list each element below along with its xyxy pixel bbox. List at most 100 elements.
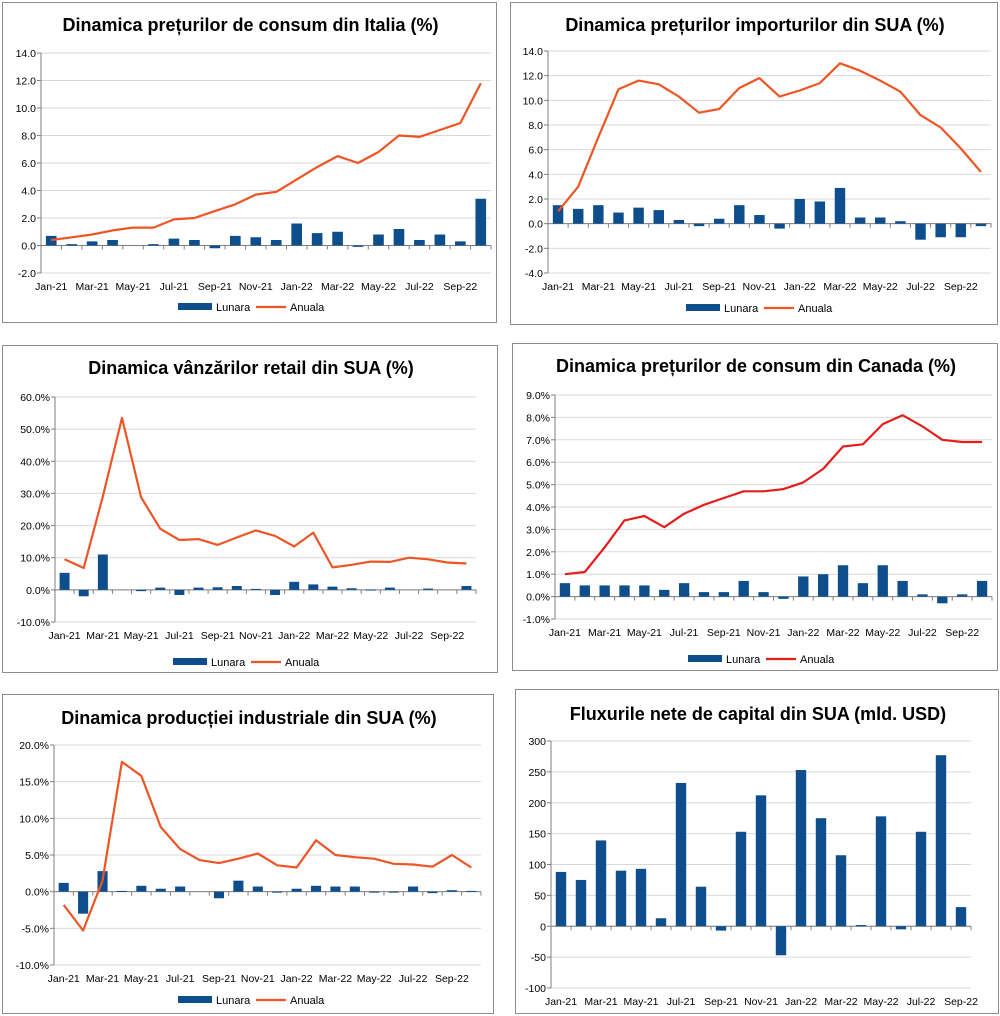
bar-lunara [854, 217, 866, 224]
bar-lunara [373, 234, 384, 246]
x-tick-label: Jul-22 [395, 630, 424, 642]
bar-lunara [857, 583, 869, 597]
bar-lunara [427, 891, 438, 894]
y-tick-label: 50 [534, 890, 546, 902]
bar-lunara [97, 554, 108, 590]
line-anuala [564, 414, 983, 576]
y-tick-label: -50 [531, 952, 546, 964]
legend-swatch-lunara [178, 303, 212, 310]
x-tick-label: May-21 [621, 281, 656, 293]
bar-lunara [599, 585, 610, 597]
bar-lunara [653, 210, 664, 224]
y-tick-label: 10.0% [20, 553, 50, 565]
bar-lunara [250, 237, 262, 246]
bar-lunara [713, 218, 725, 224]
bar-lunara [877, 565, 888, 597]
x-tick-label: May-21 [623, 996, 658, 1008]
x-tick-label: Jan-22 [281, 973, 313, 985]
bar-lunara [291, 888, 302, 892]
legend-swatch-lunara [686, 304, 720, 311]
y-tick-label: -2.0 [525, 243, 543, 255]
bar-lunara [346, 588, 357, 590]
y-tick-label: 3.0% [526, 524, 550, 536]
bar-fluxuri [875, 816, 887, 927]
x-tick-label: Jan-22 [784, 281, 816, 293]
x-tick-label: Sep-22 [944, 996, 978, 1008]
legend-swatch-lunara [688, 655, 722, 662]
bar-lunara [423, 588, 434, 590]
bar-lunara [349, 886, 360, 892]
bar-lunara [189, 240, 200, 246]
legend-label-anuala: Anuala [290, 995, 325, 1007]
y-tick-label: -1.0% [523, 614, 550, 626]
x-tick-label: Jan-22 [278, 630, 310, 642]
legend-label-lunara: Lunara [216, 995, 251, 1007]
chart-title: Dinamica prețurilor importurilor din SUA… [565, 15, 944, 35]
y-tick-label: -10.0% [16, 960, 49, 972]
x-tick-label: Mar-21 [584, 996, 617, 1008]
y-tick-label: -5.0% [22, 923, 49, 935]
y-tick-label: 50.0% [20, 424, 50, 436]
chart-title: Dinamica prețurilor de consum din Italia… [62, 15, 438, 35]
bar-lunara [209, 245, 221, 249]
bar-lunara [718, 592, 730, 597]
bar-lunara [270, 240, 282, 246]
bar-fluxuri [735, 831, 747, 927]
bar-lunara [388, 891, 399, 893]
bar-lunara [352, 245, 364, 247]
bar-lunara [148, 244, 159, 246]
bar-lunara [327, 586, 338, 590]
legend-label-anuala: Anuala [290, 302, 325, 314]
bar-lunara [475, 198, 487, 246]
bar-lunara [572, 208, 584, 224]
bar-lunara [455, 241, 466, 246]
chart-title: Dinamica vânzărilor retail din SUA (%) [88, 358, 413, 378]
bar-lunara [895, 221, 906, 224]
y-tick-label: 4.0 [21, 186, 36, 198]
y-tick-label: 10.0 [16, 103, 37, 115]
y-tick-label: 7.0% [526, 435, 550, 447]
bar-lunara [758, 592, 769, 597]
x-tick-label: May-21 [124, 630, 159, 642]
bar-fluxuri [695, 886, 707, 927]
bar-lunara [579, 585, 590, 597]
legend-label-lunara: Lunara [211, 657, 246, 669]
chart-title: Fluxurile nete de capital din SUA (mld. … [570, 704, 946, 724]
canada-cpi-chart: Dinamica prețurilor de consum din Canada… [512, 343, 998, 671]
bar-lunara [698, 592, 710, 597]
bar-lunara [212, 587, 223, 590]
y-tick-label: 2.0 [21, 213, 36, 225]
y-tick-label: 1.0% [526, 569, 550, 581]
bar-lunara [116, 890, 127, 892]
bar-lunara [975, 223, 987, 227]
y-tick-label: -4.0 [525, 268, 543, 280]
bar-lunara [915, 223, 926, 240]
us-import-prices-chart: Dinamica prețurilor importurilor din SUA… [510, 2, 998, 325]
bar-fluxuri [555, 871, 567, 927]
bar-lunara [78, 589, 89, 597]
bar-lunara [289, 581, 300, 590]
x-tick-label: Jan-22 [785, 996, 817, 1008]
legend: Lunara Anuala [178, 995, 325, 1007]
bar-lunara [976, 580, 988, 597]
x-tick-label: Jul-21 [667, 996, 696, 1008]
x-tick-label: May-22 [863, 996, 898, 1008]
y-tick-label: 300 [528, 736, 546, 748]
bar-lunara [935, 223, 946, 238]
bar-lunara [291, 223, 302, 246]
y-tick-label: 4.0% [526, 502, 550, 514]
y-tick-label: 10.0 [523, 95, 544, 107]
bar-lunara [937, 596, 948, 604]
legend-label-anuala: Anuala [800, 654, 835, 666]
bar-fluxuri [855, 925, 867, 927]
y-tick-label: 60.0% [20, 392, 50, 404]
x-tick-label: Sep-21 [202, 973, 236, 985]
bar-lunara [461, 586, 472, 590]
bar-fluxuri [615, 870, 627, 927]
bar-lunara [58, 882, 69, 892]
bar-fluxuri [935, 755, 947, 927]
bar-lunara [639, 585, 650, 597]
bar-lunara [330, 886, 341, 892]
bar-lunara [834, 187, 846, 224]
x-tick-label: Jan-21 [545, 996, 577, 1008]
